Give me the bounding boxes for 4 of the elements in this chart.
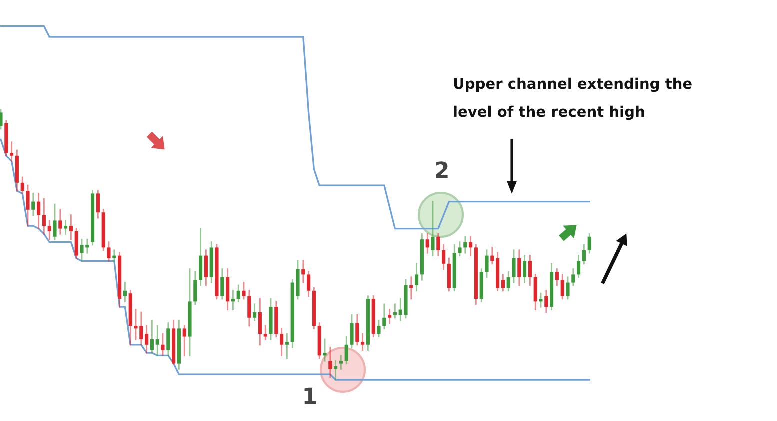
- annotation: level of the recent high: [454, 106, 644, 120]
- text: Upper channel extending the: [454, 78, 692, 92]
- annotation: 2: [436, 162, 448, 178]
- text: 1: [304, 388, 316, 404]
